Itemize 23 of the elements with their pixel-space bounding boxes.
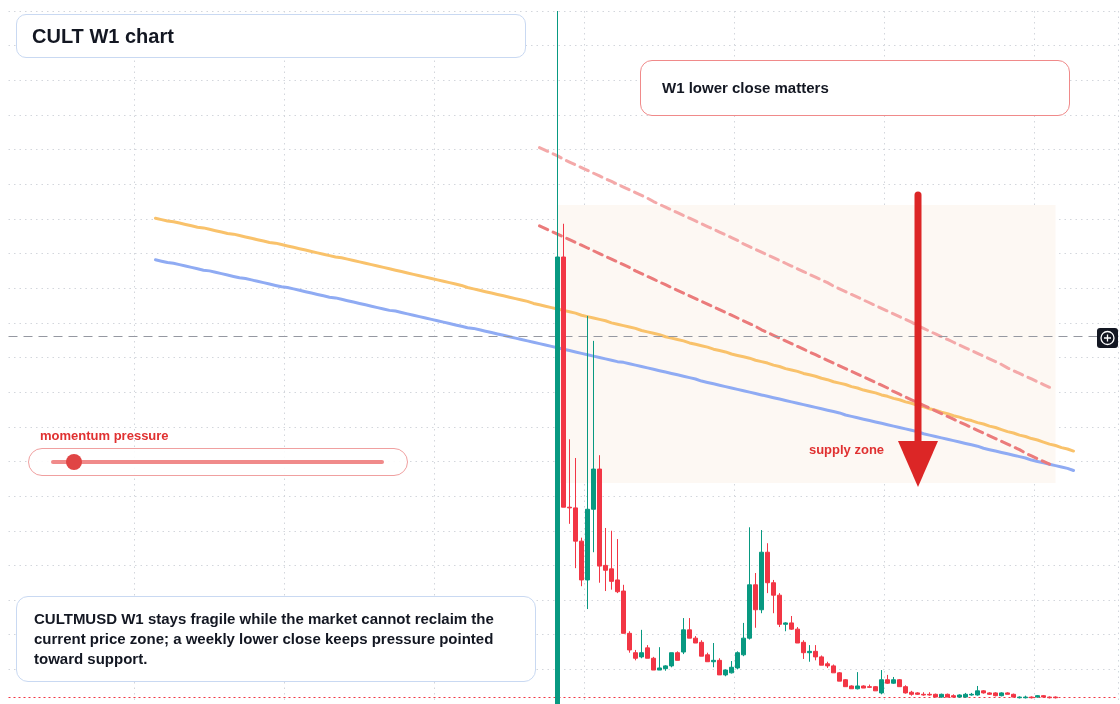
candlestick [939, 693, 944, 699]
text: CULT W1 chart [32, 24, 174, 49]
candlestick [855, 671, 860, 690]
candlestick [675, 650, 680, 661]
candlestick [891, 676, 896, 685]
candlestick [1035, 694, 1040, 699]
annotation: CULTMUSD W1 stays fragile while the market cannot reclaim the current price zone; a weekly lower close keeps pressure pointed toward support. [34, 609, 495, 669]
candlestick [879, 669, 884, 695]
candlestick [633, 649, 638, 661]
candlestick [807, 644, 812, 663]
candlestick [759, 529, 764, 614]
candlestick [783, 621, 788, 632]
candlestick [999, 691, 1004, 697]
candlestick [885, 674, 890, 685]
band-label: supply zone [808, 441, 885, 457]
candlestick [639, 629, 644, 659]
candlestick [711, 642, 716, 668]
candlestick [753, 572, 758, 629]
candlestick [555, 10, 560, 704]
candlestick [717, 657, 722, 676]
annotation: W1 lower close matters [662, 78, 829, 98]
annotation: momentum pressure [40, 428, 169, 443]
candlestick [681, 617, 686, 655]
